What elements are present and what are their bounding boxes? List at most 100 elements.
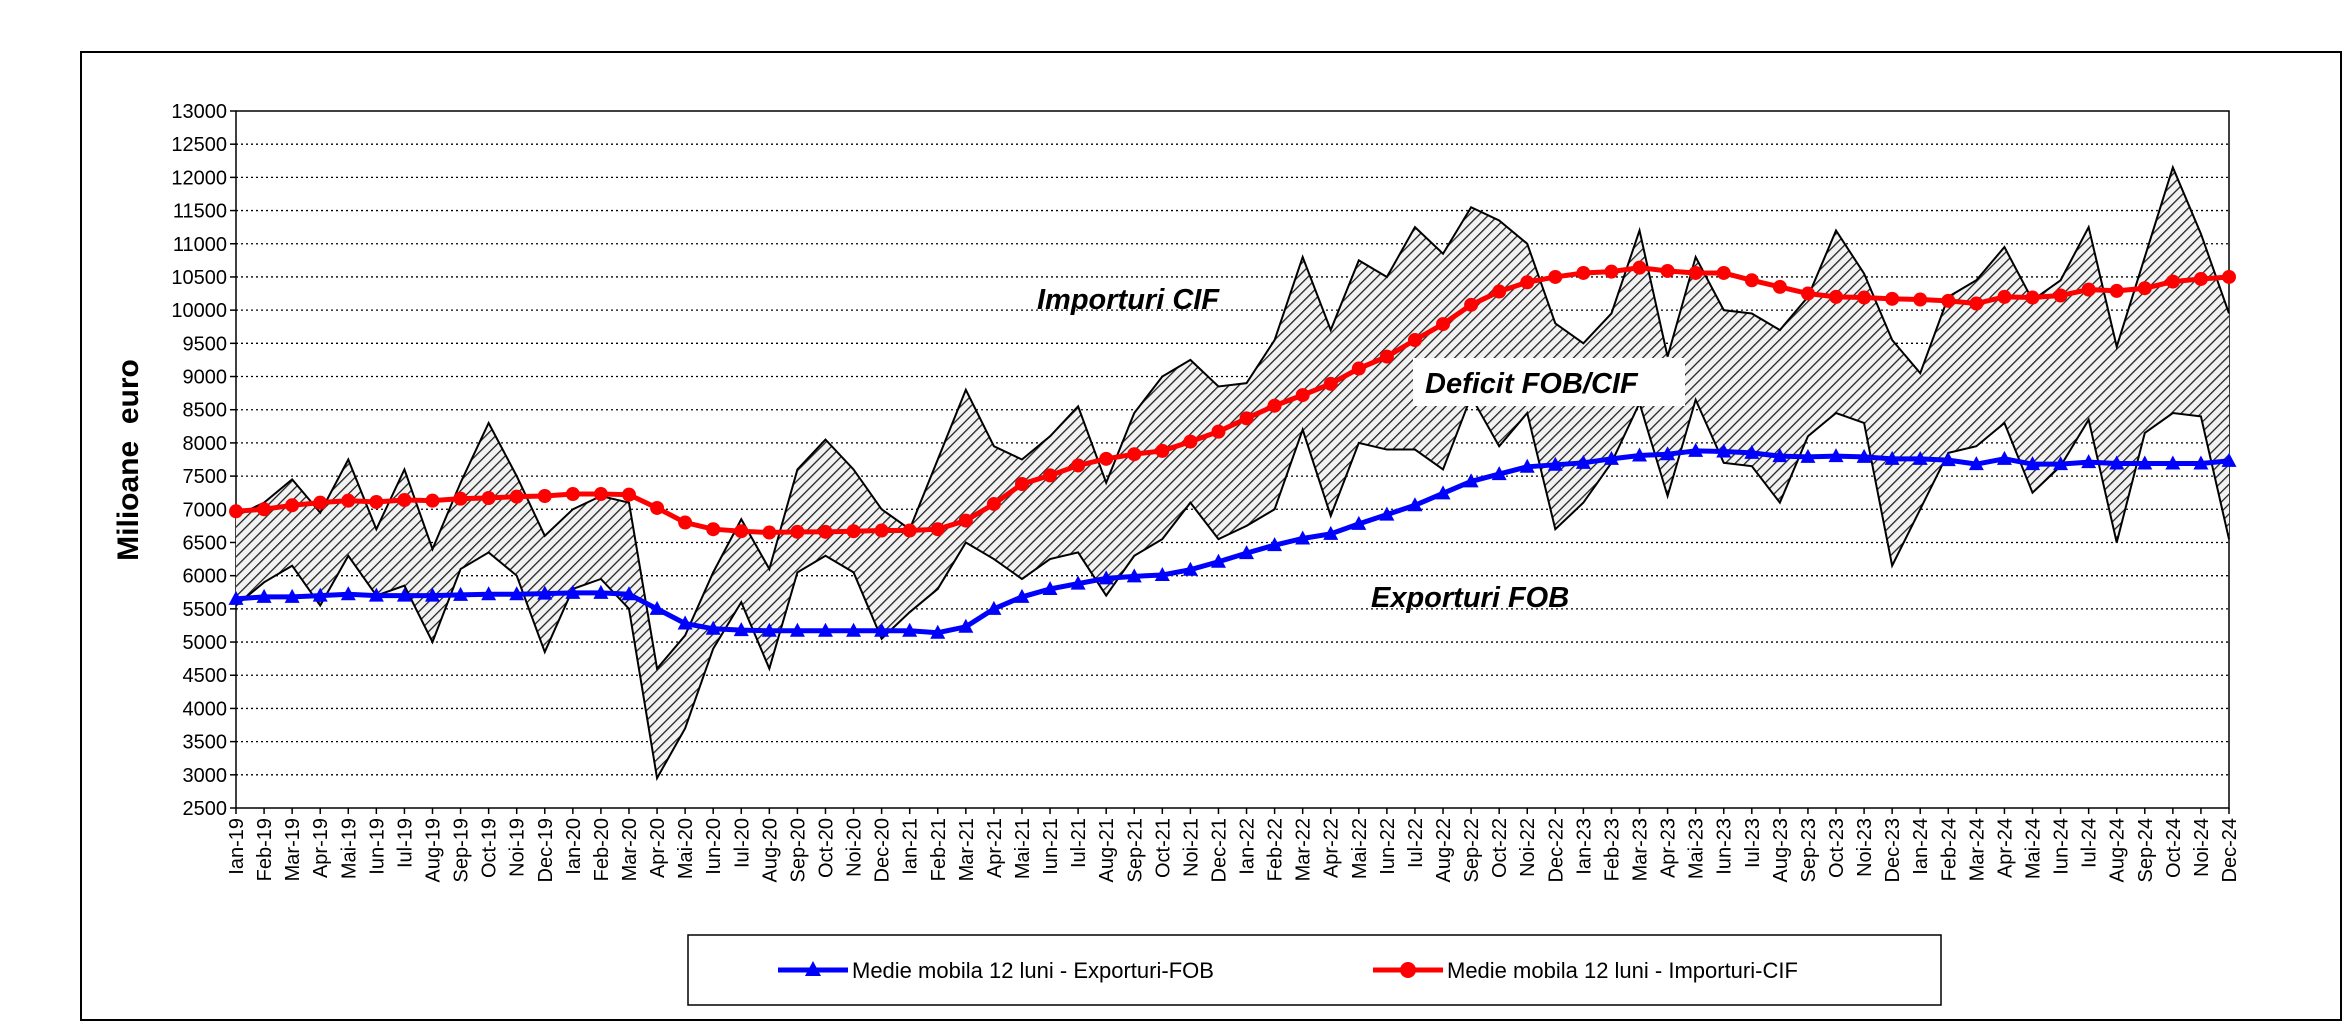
x-tick-label: Sep-24 (2135, 818, 2157, 883)
data-point (593, 584, 609, 599)
data-point (2109, 283, 2124, 298)
data-point (1379, 506, 1395, 521)
x-tick-label: Iun-21 (1040, 818, 1062, 875)
data-point (424, 587, 440, 602)
legend-marker-circle-icon (1400, 962, 1416, 978)
data-point (2193, 455, 2209, 470)
x-tick-label: Oct-21 (1152, 818, 1174, 878)
data-point (734, 524, 749, 539)
data-point (1885, 291, 1900, 306)
y-tick-label-10500: 10500 (171, 267, 227, 289)
data-point (1323, 525, 1339, 540)
x-tick-label: Iul-23 (1742, 818, 1764, 868)
x-tick-label: Sep-19 (451, 818, 473, 883)
annotation-exports: Exporturi FOB (1371, 582, 1569, 614)
x-tick-label: Feb-24 (1938, 818, 1960, 881)
x-tick-label: Mar-22 (1293, 818, 1315, 881)
y-tick-label-8500: 8500 (183, 400, 228, 422)
x-tick-label: Oct-24 (2163, 818, 2185, 878)
data-point (1884, 450, 1900, 465)
x-tick-label: Noi-19 (507, 818, 529, 877)
data-point (1098, 570, 1114, 585)
data-point (1071, 458, 1086, 473)
x-tick-label: Iun-20 (703, 818, 725, 875)
y-tick-label-5000: 5000 (183, 632, 228, 654)
data-point (986, 600, 1002, 615)
data-point (986, 496, 1001, 511)
data-point (285, 498, 300, 513)
legend-label-imports: Medie mobila 12 luni - Importuri-CIF (1447, 958, 1798, 983)
x-tick-label: Aug-19 (422, 818, 444, 883)
data-point (340, 586, 356, 601)
data-point (1239, 411, 1254, 426)
legend-item-exports: Medie mobila 12 luni - Exporturi-FOB (778, 958, 1214, 983)
data-point (1604, 264, 1619, 279)
data-point (1688, 265, 1703, 280)
data-point (1828, 448, 1844, 463)
raw-series-lines (235, 164, 2230, 782)
data-point (846, 622, 862, 637)
x-tick-label: Dec-20 (872, 818, 894, 882)
data-point (1519, 458, 1535, 473)
data-point (1576, 265, 1591, 280)
x-tick-label: Mai-24 (2023, 818, 2045, 879)
data-point (650, 500, 665, 515)
data-point (509, 586, 525, 601)
data-point (228, 590, 244, 605)
data-point (284, 588, 300, 603)
data-point (677, 615, 693, 630)
x-tick-label: Dec-22 (1545, 818, 1567, 882)
y-tick-label-4000: 4000 (183, 698, 228, 720)
y-axis-label: Milioane euro (112, 359, 145, 561)
x-tick-label: Iun-23 (1714, 818, 1736, 875)
x-tick-label: Noi-24 (2191, 818, 2213, 877)
x-tick-label: Mar-24 (1966, 818, 1988, 881)
x-tick-label: Feb-20 (591, 818, 613, 881)
data-point (1182, 561, 1198, 576)
data-point (1126, 568, 1142, 583)
data-point (1856, 448, 1872, 463)
x-tick-label: Noi-22 (1517, 818, 1539, 877)
data-point (369, 494, 384, 509)
data-point (790, 524, 805, 539)
data-point (649, 600, 665, 615)
x-tick-label: Aug-22 (1433, 818, 1455, 883)
data-point (1492, 284, 1507, 299)
legend-marker-triangle-icon (805, 961, 821, 976)
data-point (2081, 454, 2097, 469)
series-exports-avg (228, 442, 2237, 639)
data-point (2025, 456, 2041, 471)
data-point (1660, 263, 1675, 278)
x-tick-label: Oct-20 (815, 818, 837, 878)
x-tick-label: Feb-23 (1601, 818, 1623, 881)
y-tick-label-4500: 4500 (183, 665, 228, 687)
data-point (481, 491, 496, 506)
data-point (2222, 269, 2236, 284)
data-point (1800, 448, 1816, 463)
legend (687, 934, 1942, 1006)
data-point (1323, 376, 1338, 391)
x-tick-label: Dec-21 (1208, 818, 1230, 882)
y-tick-label-3500: 3500 (183, 732, 228, 754)
data-point (958, 513, 973, 528)
x-tick-label: Dec-19 (535, 818, 557, 882)
data-point (1912, 450, 1928, 465)
y-tick-label-11500: 11500 (173, 201, 227, 223)
data-point (453, 491, 468, 506)
data-point (565, 584, 581, 599)
data-point (1267, 537, 1283, 552)
x-tick-label: Feb-22 (1265, 818, 1287, 881)
data-point (678, 515, 693, 530)
data-point (1463, 473, 1479, 488)
data-point (1043, 468, 1058, 483)
data-point (1464, 297, 1479, 312)
series-line-exporturi-fob (235, 394, 2230, 782)
data-point (930, 522, 945, 537)
y-tick-label-7500: 7500 (183, 466, 228, 488)
data-point (1155, 443, 1170, 458)
data-point (397, 492, 412, 507)
data-point (930, 624, 946, 639)
data-point (874, 523, 889, 538)
y-tick-label-13000: 13000 (171, 101, 227, 123)
